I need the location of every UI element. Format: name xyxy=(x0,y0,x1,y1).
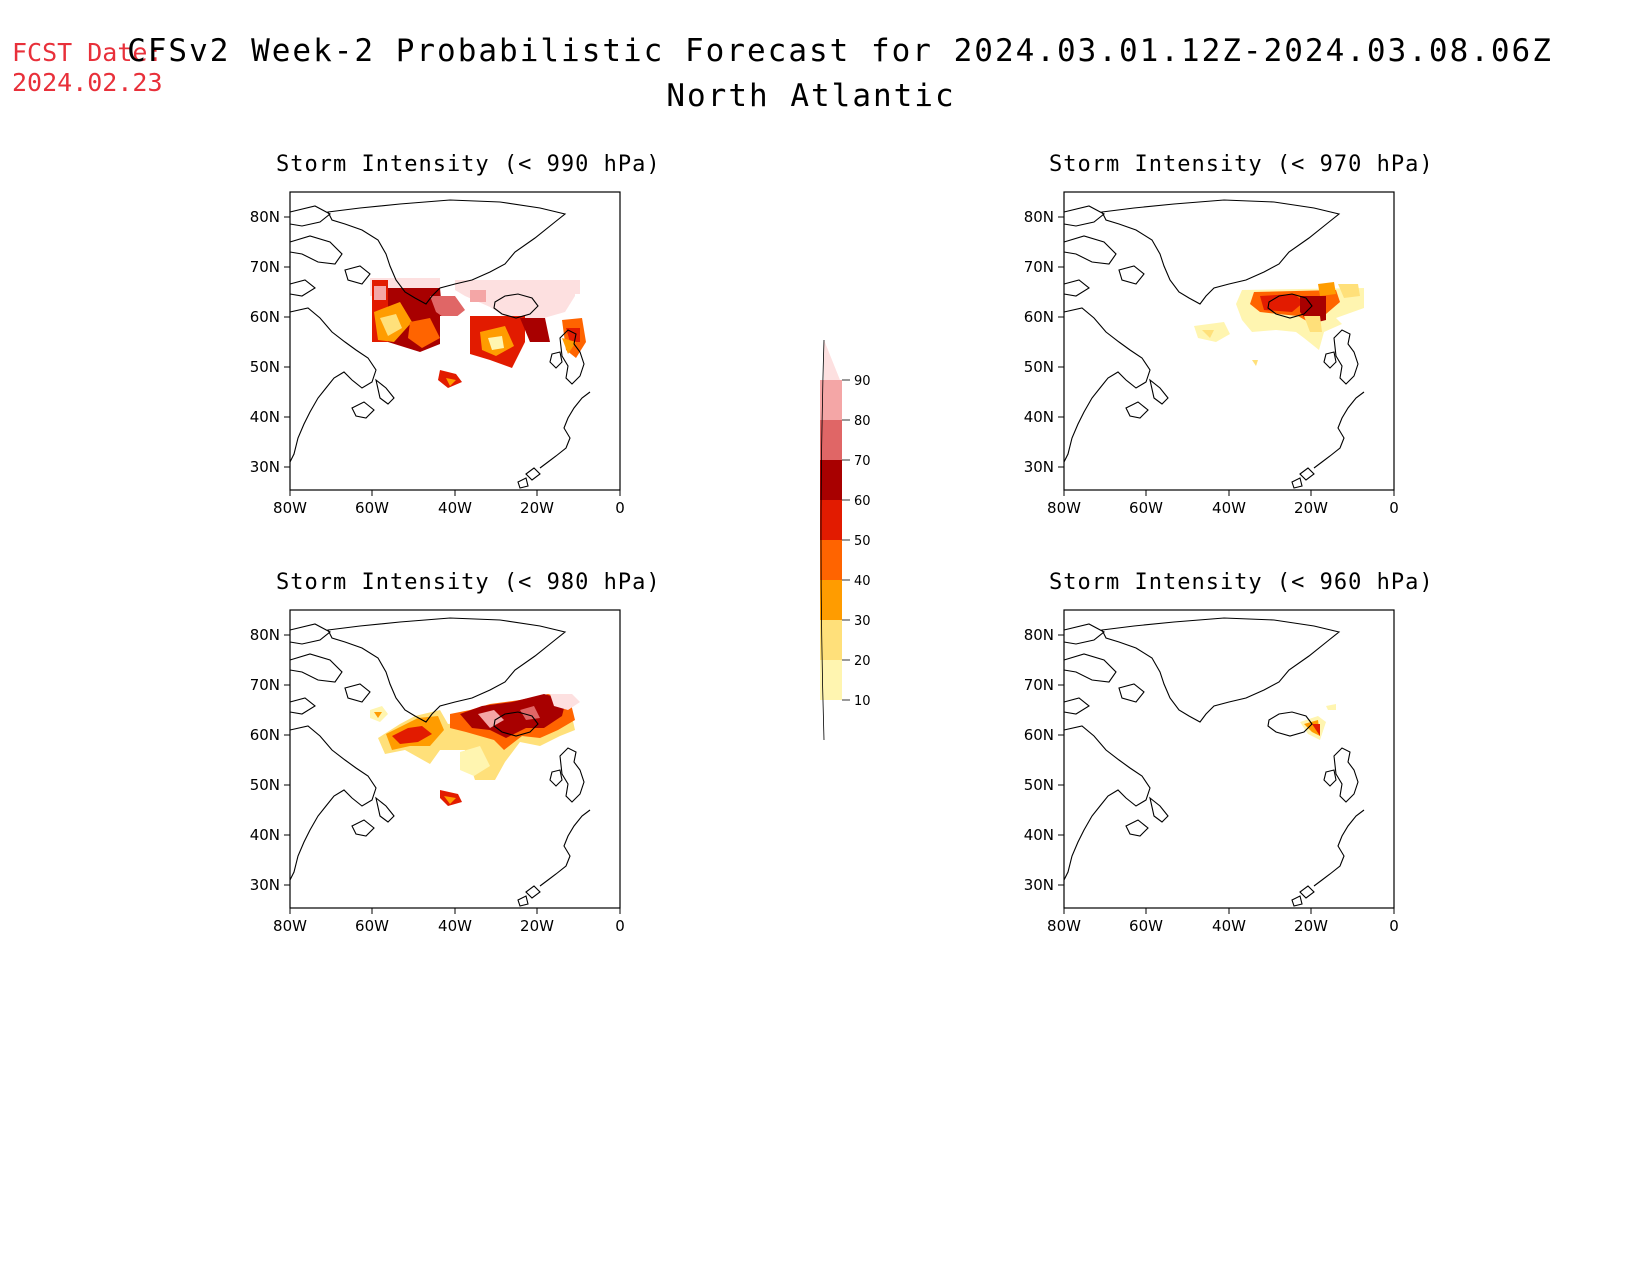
map-panel-980: 80N 70N 60N 50N 40N 30N 80W 60W 40W 20W … xyxy=(250,609,625,935)
colorbar-label: 60 xyxy=(854,494,871,509)
lon-label: 80W xyxy=(1047,917,1081,935)
panel-title-970: Storm Intensity (< 970 hPa) xyxy=(1049,152,1434,177)
lat-label: 30N xyxy=(1024,876,1054,894)
lon-label: 80W xyxy=(1047,499,1081,517)
lat-lon-ticks-960: 80N 70N 60N 50N 40N 30N 80W 60W 40W 20W … xyxy=(1024,626,1399,935)
lat-label: 40N xyxy=(1024,408,1054,426)
probability-shading-980 xyxy=(370,694,580,806)
lon-label: 0 xyxy=(615,499,625,517)
forecast-date-value: 2024.02.23 xyxy=(12,68,163,97)
probability-shading-970 xyxy=(1194,282,1364,366)
colorbar-label: 30 xyxy=(854,614,871,629)
lat-label: 40N xyxy=(250,408,280,426)
lat-lon-ticks-990: 80N 70N 60N 50N 40N 30N 80W 60W 40W 20W … xyxy=(250,208,625,517)
panel-title-990: Storm Intensity (< 990 hPa) xyxy=(276,152,661,177)
colorbar-label: 20 xyxy=(854,654,871,669)
colorbar-label: 50 xyxy=(854,534,871,549)
probability-shading-960 xyxy=(1300,704,1336,740)
lat-label: 60N xyxy=(1024,726,1054,744)
lon-label: 60W xyxy=(355,917,389,935)
lat-label: 70N xyxy=(1024,258,1054,276)
lon-label: 80W xyxy=(273,917,307,935)
forecast-date: FCST Date: 2024.02.23 xyxy=(12,38,163,98)
lat-label: 30N xyxy=(250,458,280,476)
region-subtitle: North Atlantic xyxy=(666,78,956,114)
forecast-date-label: FCST Date: xyxy=(12,38,163,67)
lat-label: 80N xyxy=(1024,626,1054,644)
lat-label: 80N xyxy=(250,626,280,644)
map-panel-990: 80N 70N 60N 50N 40N 30N 80W 60W 40W 20W … xyxy=(250,191,625,517)
lat-label: 60N xyxy=(250,726,280,744)
lon-label: 40W xyxy=(438,917,472,935)
lon-label: 20W xyxy=(1294,499,1328,517)
lat-label: 80N xyxy=(250,208,280,226)
colorbar-label: 80 xyxy=(854,414,871,429)
lat-lon-ticks-980: 80N 70N 60N 50N 40N 30N 80W 60W 40W 20W … xyxy=(250,626,625,935)
lat-label: 80N xyxy=(1024,208,1054,226)
lat-label: 40N xyxy=(250,826,280,844)
panel-title-960: Storm Intensity (< 960 hPa) xyxy=(1049,570,1434,595)
lat-label: 30N xyxy=(1024,458,1054,476)
colorbar-label: 70 xyxy=(854,454,871,469)
page-title: CFSv2 Week-2 Probabilistic Forecast for … xyxy=(127,33,1553,69)
lat-label: 50N xyxy=(250,776,280,794)
lon-label: 40W xyxy=(1212,499,1246,517)
colorbar-label: 90 xyxy=(854,374,871,389)
lat-label: 70N xyxy=(1024,676,1054,694)
panel-title-980: Storm Intensity (< 980 hPa) xyxy=(276,570,661,595)
colorbar-label: 10 xyxy=(854,694,871,709)
lon-label: 20W xyxy=(1294,917,1328,935)
lat-label: 60N xyxy=(250,308,280,326)
lat-label: 30N xyxy=(250,876,280,894)
lat-label: 50N xyxy=(1024,358,1054,376)
lon-label: 60W xyxy=(1129,499,1163,517)
lat-lon-ticks-970: 80N 70N 60N 50N 40N 30N 80W 60W 40W 20W … xyxy=(1024,208,1399,517)
probability-shading-990 xyxy=(370,278,586,388)
lat-label: 50N xyxy=(250,358,280,376)
lon-label: 60W xyxy=(1129,917,1163,935)
colorbar: 90 80 70 60 50 40 30 20 10 xyxy=(820,339,871,741)
lat-label: 50N xyxy=(1024,776,1054,794)
lon-label: 0 xyxy=(1389,499,1399,517)
colorbar-swatches xyxy=(820,339,850,741)
lon-label: 20W xyxy=(520,499,554,517)
lon-label: 40W xyxy=(438,499,472,517)
lat-label: 40N xyxy=(1024,826,1054,844)
lon-label: 80W xyxy=(273,499,307,517)
lat-label: 60N xyxy=(1024,308,1054,326)
lon-label: 60W xyxy=(355,499,389,517)
lat-label: 70N xyxy=(250,676,280,694)
lon-label: 40W xyxy=(1212,917,1246,935)
map-panel-960: 80N 70N 60N 50N 40N 30N 80W 60W 40W 20W … xyxy=(1024,609,1399,935)
lat-label: 70N xyxy=(250,258,280,276)
map-panel-970: 80N 70N 60N 50N 40N 30N 80W 60W 40W 20W … xyxy=(1024,191,1399,517)
lon-label: 0 xyxy=(615,917,625,935)
lon-label: 20W xyxy=(520,917,554,935)
colorbar-label: 40 xyxy=(854,574,871,589)
lon-label: 0 xyxy=(1389,917,1399,935)
